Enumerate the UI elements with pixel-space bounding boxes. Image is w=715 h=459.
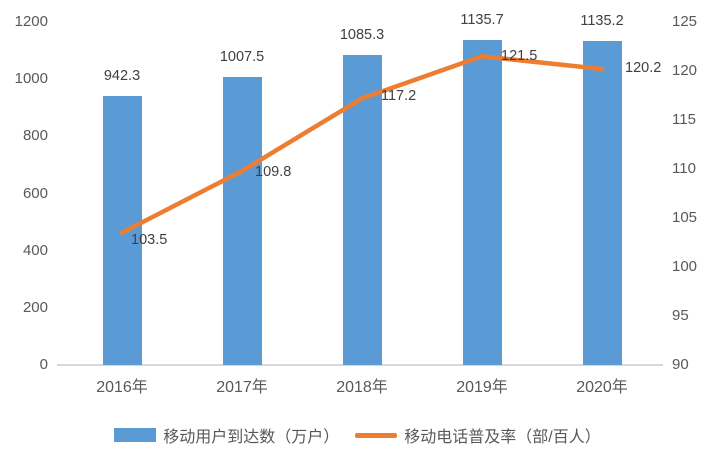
left-axis-tick-label: 1200: [14, 13, 48, 30]
line-data-label: 117.2: [381, 88, 417, 105]
line-data-label: 121.5: [501, 48, 538, 65]
right-axis-tick-label: 90: [672, 356, 689, 373]
bar-data-label: 942.3: [103, 67, 141, 84]
right-axis-tick-label: 95: [672, 307, 689, 324]
bar-data-label: 1085.3: [339, 26, 385, 43]
line-data-label: 120.2: [625, 60, 662, 77]
right-axis-tick-label: 105: [672, 209, 698, 226]
x-axis-category-label: 2016年: [96, 379, 148, 396]
left-axis-tick-label: 600: [22, 184, 48, 202]
bar-2018年: [342, 54, 382, 365]
right-axis-tick-label: 110: [672, 160, 696, 177]
bar-data-label: 1135.7: [460, 12, 504, 29]
legend-bar-label: 移动用户到达数（万户）: [163, 429, 340, 446]
line-data-label: 109.8: [255, 163, 292, 180]
bar-2019年: [462, 40, 502, 365]
bar-data-label: 1135.2: [580, 12, 624, 29]
right-axis-tick-label: 115: [672, 111, 696, 128]
legend-line-swatch: [355, 432, 398, 438]
left-axis-tick-label: 200: [22, 298, 48, 316]
x-axis-category-label: 2018年: [336, 379, 388, 396]
x-axis-category-label: 2020年: [576, 379, 628, 396]
left-axis-tick-label: 0: [39, 356, 48, 373]
right-axis-tick-label: 100: [672, 258, 698, 275]
right-axis-tick-label: 120: [672, 62, 698, 79]
x-axis-line: [57, 364, 663, 366]
x-axis-category-label: 2019年: [456, 379, 508, 396]
legend: 移动用户到达数（万户） 移动电话普及率（部/百人）: [0, 423, 715, 447]
line-data-label: 103.5: [131, 231, 168, 248]
bar-2017年: [222, 77, 262, 365]
left-axis-tick-label: 400: [22, 241, 48, 259]
bar-2020年: [582, 40, 622, 365]
left-axis-tick-label: 1000: [14, 70, 48, 88]
right-axis-tick-label: 125: [672, 13, 698, 30]
left-axis-tick-label: 800: [22, 127, 48, 145]
legend-line-label: 移动电话普及率（部/百人）: [404, 429, 601, 446]
bar-data-label: 1007.5: [219, 49, 265, 66]
legend-bar-swatch: [114, 428, 157, 442]
x-axis-category-label: 2017年: [216, 379, 268, 396]
